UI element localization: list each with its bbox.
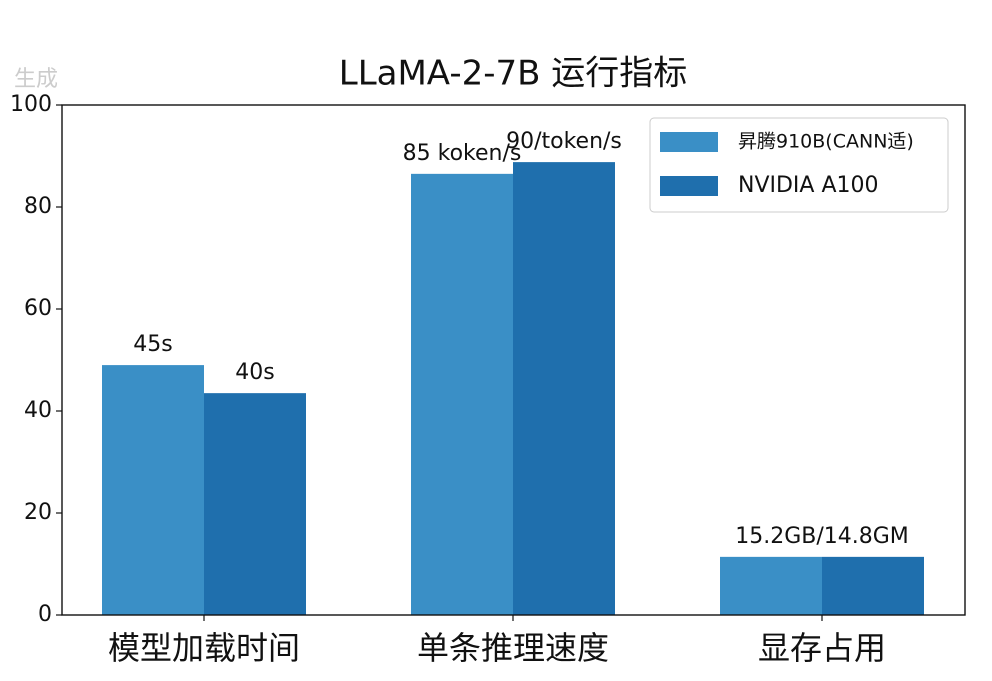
x-tick-label: 模型加载时间: [108, 629, 300, 667]
y-tick-label: 80: [24, 194, 52, 219]
x-tick-label: 显存占用: [758, 629, 886, 667]
legend-box: [649, 117, 949, 213]
watermark: 生成: [14, 67, 58, 92]
bar: [102, 365, 204, 615]
value-label: 15.2GB/14.8GM: [735, 524, 909, 549]
value-label: 40s: [235, 360, 274, 385]
y-tick-label: 100: [10, 92, 52, 117]
value-label: 45s: [133, 332, 172, 357]
bar: [720, 556, 822, 615]
y-tick-label: 20: [24, 500, 52, 525]
plot-frame: [61, 104, 966, 616]
chart-title: LLaMA-2-7B 运行指标: [339, 54, 688, 94]
value-label: 85 koken/s: [403, 141, 522, 166]
legend-label: NVIDIA A100: [738, 173, 879, 198]
bar: [411, 173, 513, 615]
legend-label: 昇腾910B(CANN适): [738, 131, 914, 153]
legend-swatch: [660, 176, 718, 196]
bar: [513, 162, 615, 615]
y-tick-label: 60: [24, 296, 52, 321]
legend-swatch: [660, 132, 718, 152]
y-tick-label: 40: [24, 398, 52, 423]
x-tick-label: 单条推理速度: [417, 629, 609, 667]
bar: [204, 393, 306, 615]
bar: [822, 556, 924, 615]
value-label: 90/token/s: [506, 129, 622, 154]
y-tick-label: 0: [38, 602, 52, 627]
